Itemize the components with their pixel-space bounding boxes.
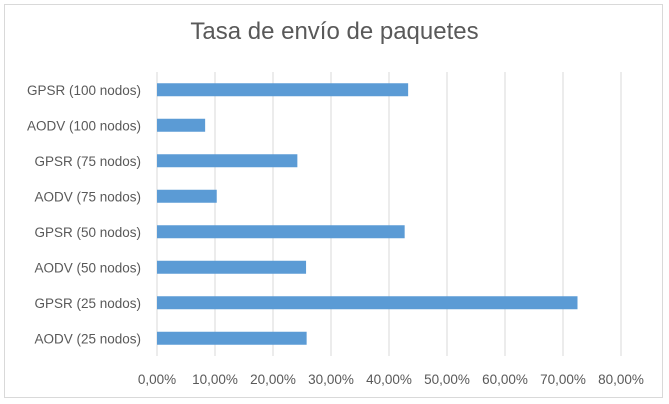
bar xyxy=(157,225,405,239)
x-tick-label: 20,00% xyxy=(250,372,296,387)
category-label: AODV (100 nodos) xyxy=(27,118,141,133)
bars xyxy=(157,83,578,345)
x-tick-label: 50,00% xyxy=(424,372,470,387)
category-label: GPSR (50 nodos) xyxy=(34,225,141,240)
category-labels: GPSR (100 nodos) AODV (100 nodos) GPSR (75… xyxy=(27,83,141,347)
bar xyxy=(157,154,298,168)
gridlines xyxy=(156,72,622,356)
category-label: AODV (50 nodos) xyxy=(34,260,141,275)
bar xyxy=(157,331,307,345)
bar xyxy=(157,189,217,203)
x-tick-label: 70,00% xyxy=(540,372,586,387)
category-label: AODV (75 nodos) xyxy=(34,189,141,204)
chart-area xyxy=(4,4,663,398)
bar xyxy=(157,83,409,97)
value-tick-labels: 0,00% 10,00% 20,00% 30,00% 40,00% 50,00% 60,00… xyxy=(138,372,644,387)
x-tick-label: 0,00% xyxy=(138,372,176,387)
bar xyxy=(157,118,206,132)
x-tick-label: 30,00% xyxy=(308,372,354,387)
category-label: GPSR (100 nodos) xyxy=(27,83,141,98)
chart-title: Tasa de envío de paquetes xyxy=(190,18,479,45)
category-label: GPSR (75 nodos) xyxy=(34,154,141,169)
x-tick-label: 60,00% xyxy=(482,372,528,387)
x-tick-label: 40,00% xyxy=(366,372,412,387)
x-tick-label: 10,00% xyxy=(192,372,238,387)
bar xyxy=(157,260,307,274)
bar xyxy=(157,296,578,310)
category-label: AODV (25 nodos) xyxy=(34,331,141,346)
x-tick-label: 80,00% xyxy=(598,372,644,387)
category-label: GPSR (25 nodos) xyxy=(34,296,141,311)
